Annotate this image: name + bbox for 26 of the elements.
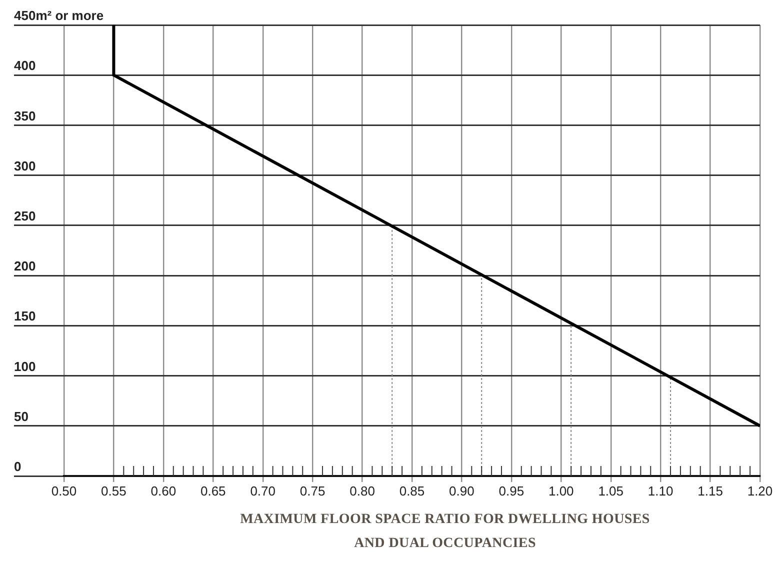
- x-tick-label: 1.15: [698, 483, 723, 498]
- y-tick-label: 450m² or more: [14, 8, 104, 24]
- x-tick-label: 0.95: [498, 483, 524, 498]
- y-tick-label: 350: [14, 108, 36, 124]
- x-tick-label: 1.20: [747, 483, 773, 498]
- x-tick-label: 0.65: [200, 483, 226, 498]
- y-tick-label: 150: [14, 308, 36, 324]
- x-axis-title: MAXIMUM FLOOR SPACE RATIO FOR DWELLING HOUSES AND DUAL OCCUPANCIES: [239, 511, 651, 553]
- x-tick-label: 0.70: [250, 483, 276, 498]
- y-tick-label: 50: [14, 408, 28, 424]
- x-tick-label: 1.05: [598, 483, 624, 498]
- x-tick-label: 0.50: [51, 483, 77, 498]
- y-tick-label: 200: [14, 258, 36, 274]
- x-tick-label: 1.10: [648, 483, 674, 498]
- x-tick-label: 0.80: [350, 483, 375, 498]
- x-tick-label: 0.90: [449, 483, 474, 498]
- x-tick-label: 0.85: [399, 483, 425, 498]
- x-tick-label: 1.00: [548, 483, 574, 498]
- y-tick-label: 100: [14, 358, 36, 374]
- y-tick-label: 300: [14, 158, 36, 174]
- x-tick-label: 0.55: [101, 483, 126, 498]
- x-tick-label: 0.60: [150, 483, 176, 498]
- y-tick-label: 0: [14, 459, 22, 474]
- y-tick-label: 250: [14, 208, 36, 224]
- y-tick-label: 400: [14, 58, 36, 74]
- x-tick-label: 0.75: [300, 483, 326, 498]
